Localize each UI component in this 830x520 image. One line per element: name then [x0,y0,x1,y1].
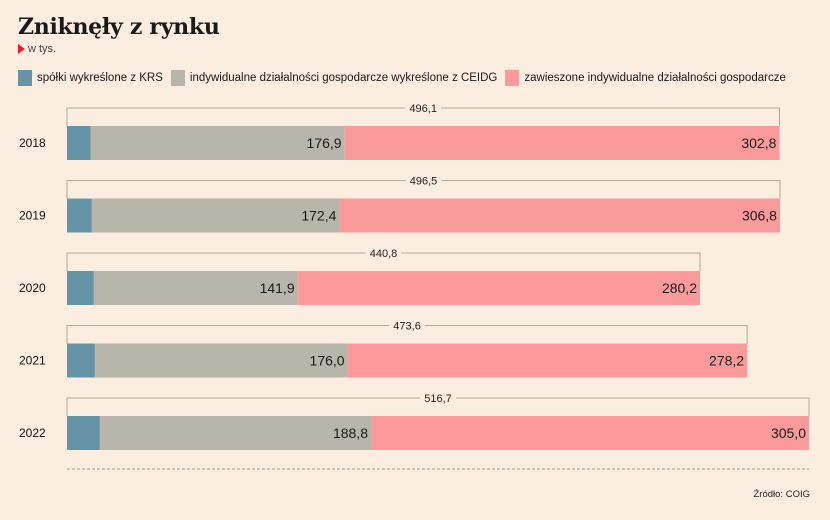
unit-label: w tys. [28,43,57,55]
total-label-bg [420,393,456,405]
legend-swatch [170,70,185,86]
bar-segment [99,416,372,450]
total-label: 496,1 [409,103,437,115]
legend-item-suspended: zawieszone indywidualne działalności gos… [505,70,786,86]
bar-segment [347,343,748,378]
source-note: Źródło: COIG [753,489,811,500]
total-label-bg [389,320,425,333]
bar-segment [67,416,100,450]
total-label: 473,6 [393,321,421,333]
total-label: 496,5 [410,176,438,188]
chart-subtitle: w tys. [18,43,56,55]
total-label-bg [405,175,442,188]
bar-segment [371,416,809,450]
data-label: 176,0 [310,353,345,369]
bar-segment [67,271,94,305]
bar-segment [67,343,95,378]
legend-label: indywidualne działalności gospodarcze wy… [189,72,498,84]
category-label: 2018 [19,136,46,150]
data-label: 305,0 [771,425,806,441]
data-label: 278,2 [709,353,744,369]
bar-segment [339,198,780,233]
total-label: 516,7 [424,393,452,405]
category-label: 2019 [19,209,46,223]
category-label: 2022 [19,426,46,440]
bar-segment [344,126,780,160]
category-label: 2021 [19,354,46,368]
chart-title: Zniknęły z rynku [18,14,220,40]
bar-segment [91,198,340,233]
legend: spółki wykreślone z KRS indywidualne dzi… [18,70,794,86]
data-label: 141,9 [260,280,295,296]
legend-label: spółki wykreślone z KRS [37,72,163,84]
bar-segment [297,271,701,305]
triangle-icon [18,44,25,54]
bar-segment [90,126,345,160]
data-label: 188,8 [333,425,368,441]
data-label: 306,8 [742,208,777,224]
legend-item-ceidg: indywidualne działalności gospodarcze wy… [170,70,498,86]
bar-segment [67,126,91,160]
category-label: 2020 [19,281,46,295]
total-label-bg [405,103,441,115]
legend-label: zawieszone indywidualne działalności gos… [524,72,786,84]
bar-segment [94,343,348,378]
total-label: 440,8 [370,248,398,260]
legend-item-krs: spółki wykreślone z KRS [18,70,163,86]
legend-swatch [505,70,520,86]
legend-swatch [18,70,32,86]
data-label: 172,4 [301,208,336,224]
data-label: 280,2 [662,280,697,296]
bar-segment [93,271,298,305]
data-label: 176,9 [307,135,342,151]
data-label: 302,8 [741,135,776,151]
bar-segment [67,198,92,233]
total-label-bg [365,248,402,260]
